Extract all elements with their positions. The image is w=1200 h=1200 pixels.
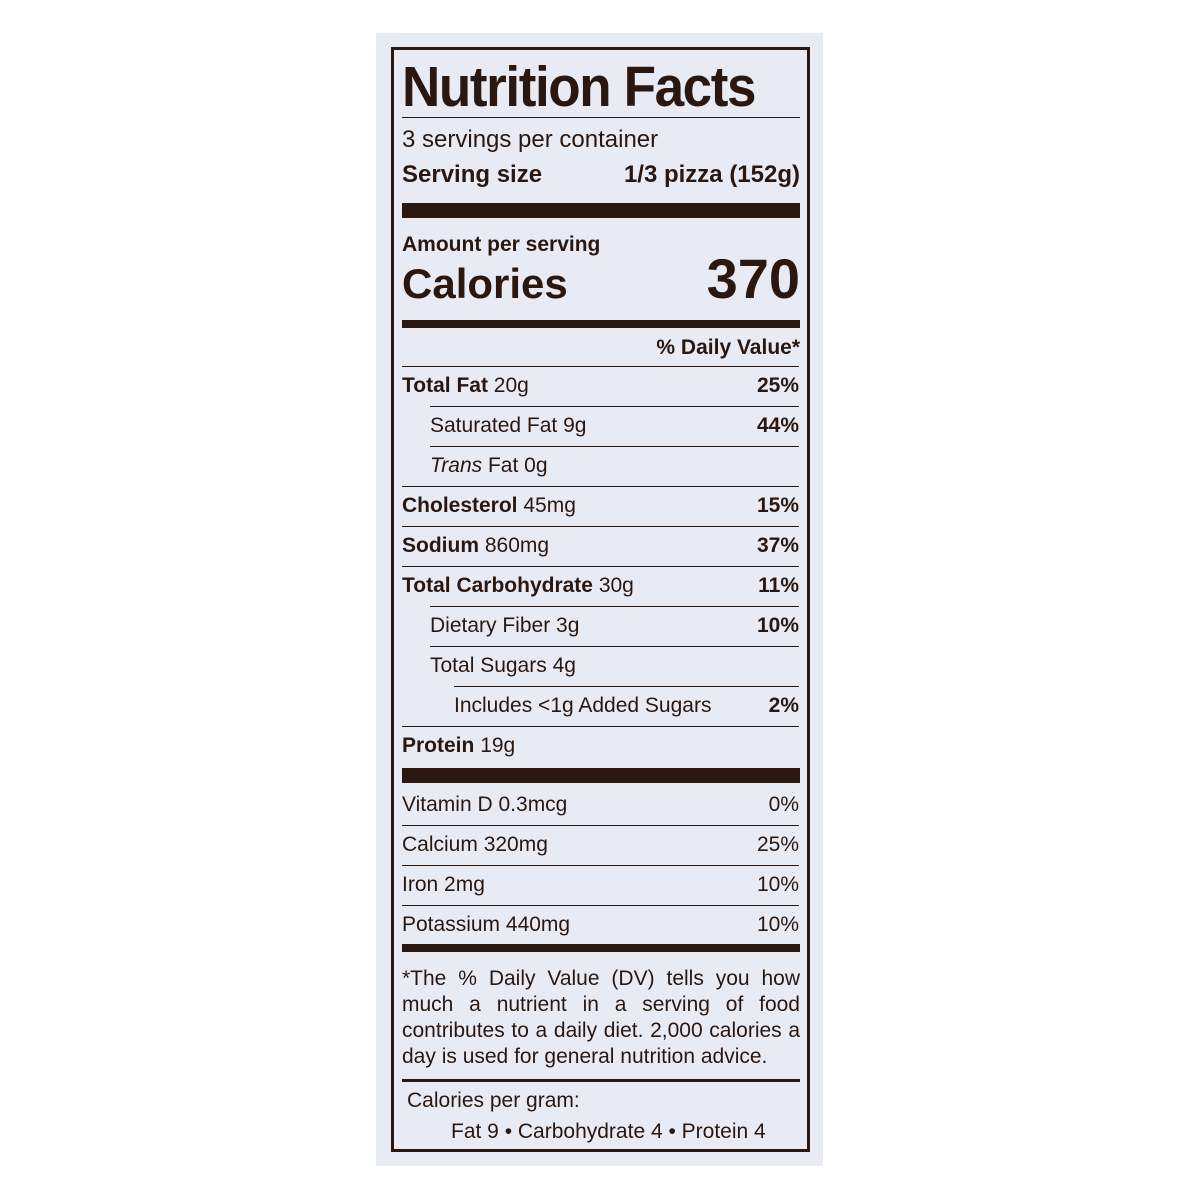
nutrient-label: Total Sugars 4g: [430, 654, 576, 678]
nutrient-amount: 4g: [552, 654, 576, 677]
nutrient-name: Includes <1g Added Sugars: [454, 694, 712, 717]
nutrition-facts-box: Nutrition Facts 3 servings per container…: [391, 47, 810, 1152]
nutrient-daily-value: 10%: [756, 614, 799, 637]
vitamin-label: Calcium 320mg: [402, 833, 548, 857]
calories-per-gram-label: Calories per gram:: [407, 1089, 580, 1112]
nutrient-row: Protein 19g: [402, 726, 799, 765]
nutrient-label: Sodium 860mg: [402, 534, 549, 558]
nutrient-label: Protein 19g: [402, 734, 515, 758]
vitamin-daily-value: 10%: [756, 873, 799, 896]
vitamin-name: Iron: [402, 873, 439, 896]
nutrient-name: Saturated Fat: [430, 414, 558, 437]
vitamin-row: Calcium 320mg 25%: [402, 825, 799, 864]
servings-per-container: 3 servings per container: [402, 126, 659, 153]
divider: [402, 117, 800, 118]
nutrient-label: Total Fat 20g: [402, 374, 529, 398]
nutrient-name: Total Carbohydrate: [402, 574, 593, 597]
nutrient-label: Cholesterol 45mg: [402, 494, 576, 518]
vitamin-row: Iron 2mg 10%: [402, 865, 799, 904]
nutrient-label: Includes <1g Added Sugars: [454, 694, 711, 718]
thick-divider: [402, 203, 800, 218]
calories-row: Calories 370: [402, 246, 800, 311]
vitamin-daily-value: 10%: [756, 913, 799, 936]
vitamin-label: Vitamin D 0.3mcg: [402, 793, 567, 817]
vitamin-amount: 0.3mcg: [498, 792, 568, 816]
vitamin-name: Calcium: [402, 833, 478, 856]
nutrient-amount: 20g: [493, 374, 529, 397]
nutrient-amount: 45mg: [523, 494, 576, 517]
medium-divider: [402, 944, 800, 952]
nutrient-amount: 860mg: [484, 534, 550, 557]
nutrient-row: Trans Fat 0g: [430, 446, 799, 485]
serving-size: Serving size 1/3 pizza (152g): [402, 161, 800, 189]
amount-per-serving: Amount per serving: [402, 233, 601, 256]
nutrient-name: Cholesterol: [402, 494, 518, 517]
vitamin-daily-value: 0%: [768, 792, 799, 816]
nutrient-label: Saturated Fat 9g: [430, 414, 586, 438]
nutrient-daily-value: 2%: [768, 694, 799, 717]
thick-divider: [402, 768, 800, 783]
nutrient-daily-value: 44%: [756, 414, 799, 437]
vitamin-row: Potassium 440mg 10%: [402, 905, 799, 944]
nutrient-amount: 30g: [598, 574, 634, 597]
calories-value: 370: [706, 247, 800, 310]
nutrient-row: Total Sugars 4g: [430, 646, 799, 685]
nutrient-name: Dietary Fiber: [430, 614, 551, 637]
vitamin-label: Potassium 440mg: [402, 913, 570, 937]
vitamin-name: Vitamin D: [402, 792, 493, 816]
nutrient-daily-value: 37%: [756, 534, 799, 557]
serving-size-value: 1/3 pizza (152g): [623, 161, 800, 188]
vitamin-amount: 320mg: [483, 833, 548, 856]
serving-size-label: Serving size: [402, 161, 543, 188]
vitamin-name: Potassium: [402, 913, 501, 936]
nutrient-name: Protein: [402, 734, 475, 757]
nutrition-label-panel: Nutrition Facts 3 servings per container…: [376, 33, 823, 1166]
vitamin-row: Vitamin D 0.3mcg 0%: [402, 785, 799, 824]
vitamin-daily-value: 25%: [756, 833, 799, 856]
vitamin-label: Iron 2mg: [402, 873, 485, 897]
calories-per-gram-values: Fat 9 • Carbohydrate 4 • Protein 4: [451, 1120, 766, 1143]
nutrient-row: Sodium 860mg 37%: [402, 526, 799, 565]
nutrient-label: Trans Fat 0g: [430, 454, 548, 478]
nutrient-label: Total Carbohydrate 30g: [402, 574, 634, 598]
medium-divider: [402, 320, 800, 328]
nutrient-amount: 3g: [556, 614, 580, 637]
nutrient-row: Dietary Fiber 3g 10%: [430, 606, 799, 645]
nutrient-daily-value: 25%: [756, 374, 799, 397]
calories-label: Calories: [402, 260, 568, 307]
nutrient-daily-value: 15%: [756, 494, 799, 517]
daily-value-header: % Daily Value*: [656, 336, 800, 359]
nutrient-amount: 9g: [563, 414, 587, 437]
nutrient-name: Trans: [430, 454, 483, 477]
nutrient-row: Cholesterol 45mg 15%: [402, 486, 799, 525]
vitamin-amount: 440mg: [505, 913, 571, 936]
divider: [402, 1079, 800, 1082]
nutrient-row: Includes <1g Added Sugars 2%: [454, 686, 799, 725]
nutrient-row: Saturated Fat 9g 44%: [430, 406, 799, 445]
nutrient-name: Total Fat: [402, 374, 488, 397]
label-title: Nutrition Facts: [402, 55, 757, 119]
nutrient-row: Total Fat 20g 25%: [402, 366, 799, 405]
nutrient-name: Total Sugars: [430, 654, 547, 677]
nutrient-daily-value: 11%: [758, 574, 799, 597]
nutrient-amount: 0g: [524, 454, 548, 477]
vitamin-amount: 2mg: [444, 873, 485, 896]
nutrient-label: Dietary Fiber 3g: [430, 614, 579, 638]
footnote: *The % Daily Value (DV) tells you how mu…: [402, 967, 800, 1068]
nutrient-name: Sodium: [402, 534, 479, 557]
nutrient-row: Total Carbohydrate 30g 11%: [402, 566, 799, 605]
nutrient-name-suffix: Fat: [487, 454, 519, 477]
nutrient-amount: 19g: [480, 734, 516, 757]
